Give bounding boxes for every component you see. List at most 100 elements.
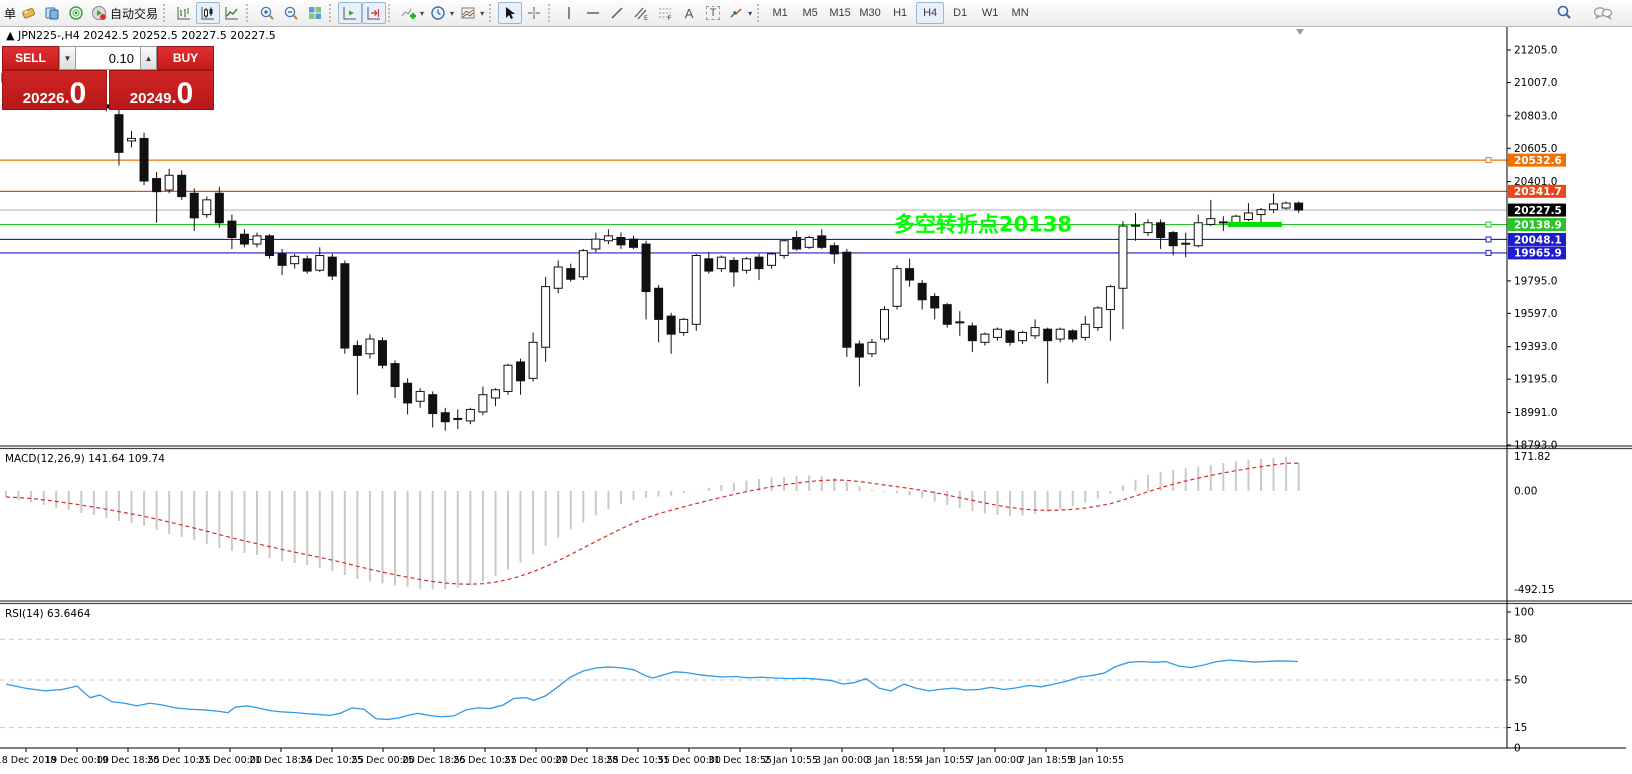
candle [804, 237, 814, 248]
candle [1281, 202, 1291, 209]
svg-text:20138.9: 20138.9 [1514, 219, 1562, 231]
chart-annotation-text[interactable]: 多空转折点20138 [894, 213, 1072, 237]
chart-line-icon[interactable] [220, 2, 244, 24]
candle [340, 263, 350, 349]
buy-price-display[interactable]: 20249. 0 [109, 70, 214, 110]
tf-M15[interactable]: M15 [829, 7, 851, 19]
fibonacci-tool-icon[interactable]: F [653, 2, 677, 24]
new-order-label[interactable]: 单 [4, 6, 17, 21]
text-tool-icon[interactable]: A [684, 5, 694, 21]
candle [265, 235, 275, 257]
svg-text:18793.0: 18793.0 [1514, 439, 1557, 451]
volume-increase-button[interactable]: ▲ [140, 46, 157, 70]
candle [1243, 212, 1253, 220]
vertical-line-tool-icon[interactable] [557, 2, 581, 24]
periods-caret-icon[interactable]: ▾ [450, 8, 455, 18]
time-label: 19 Dec 00:00 [45, 755, 109, 766]
candle [214, 192, 224, 224]
broadcast-icon[interactable] [64, 2, 88, 24]
macd-axis-label: 171.82 [1514, 451, 1551, 463]
rsi-axis-label: 15 [1514, 722, 1527, 734]
templates-caret-icon[interactable]: ▾ [480, 8, 485, 18]
candle [867, 341, 877, 355]
sell-button[interactable]: SELL [2, 46, 59, 70]
chart-shift-marker[interactable] [1296, 29, 1304, 35]
text-label-tool-icon[interactable]: T [701, 2, 725, 24]
candle [1269, 203, 1279, 211]
tf-M1[interactable]: M1 [772, 7, 788, 19]
search-icon[interactable] [1552, 2, 1576, 24]
arrows-tool-icon[interactable]: ▾ [725, 2, 755, 24]
candle [440, 412, 450, 423]
candle [854, 343, 864, 358]
order-tag-icon[interactable] [16, 2, 40, 24]
auto-scroll-icon[interactable] [338, 2, 363, 24]
svg-text:F: F [668, 14, 672, 21]
hline-handle-19965.9[interactable] [1485, 249, 1492, 256]
candle [252, 235, 262, 245]
time-label: 31 Dec 00:00 [657, 755, 721, 766]
rsi-label: RSI(14) 63.6464 [5, 608, 91, 620]
price-label-20048.1 [1508, 232, 1566, 246]
tf-M5[interactable]: M5 [802, 7, 818, 19]
candle [1231, 215, 1241, 224]
volume-decrease-button[interactable]: ▼ [59, 46, 76, 70]
candle [654, 287, 664, 320]
time-label: 21 Dec 18:55 [249, 755, 313, 766]
arrows-caret-icon[interactable]: ▾ [748, 8, 753, 18]
cursor-tool-icon[interactable] [498, 2, 523, 24]
macd-layer [5, 456, 1300, 590]
time-label: 24 Dec 10:55 [300, 755, 364, 766]
chart-shift-icon[interactable] [362, 2, 387, 24]
green-trend-segment[interactable] [1228, 221, 1282, 227]
candle [905, 268, 915, 281]
rsi-axis-label: 100 [1514, 607, 1534, 619]
hline-handle-20138.9[interactable] [1485, 221, 1492, 228]
chat-icon[interactable] [1590, 2, 1616, 24]
candle [1156, 222, 1166, 239]
templates-icon[interactable]: ▾ [457, 2, 487, 24]
chart-area[interactable]: 多空转折点20138 ▲ JPN225-,H4 20242.5 20252.5 2… [0, 27, 1632, 774]
buy-button[interactable]: BUY [157, 46, 214, 70]
hline-handle-20532.6[interactable] [1485, 157, 1492, 164]
tile-windows-icon[interactable] [303, 2, 327, 24]
tf-M30[interactable]: M30 [859, 7, 881, 19]
autotrading-button[interactable]: 自动交易 [88, 2, 161, 24]
candle [453, 417, 463, 420]
candle [403, 382, 413, 404]
indicators-add-icon[interactable]: ▾ [397, 2, 427, 24]
tf-H1[interactable]: H1 [893, 7, 908, 19]
periods-clock-icon[interactable]: ▾ [427, 2, 457, 24]
indicators-caret-icon[interactable]: ▾ [420, 8, 425, 18]
tf-MN[interactable]: MN [1011, 7, 1029, 19]
hline-handle-20048.1[interactable] [1485, 236, 1492, 243]
tf-W1[interactable]: W1 [981, 7, 999, 19]
chart-bars-icon[interactable] [172, 2, 196, 24]
candle [490, 389, 500, 399]
price-axis[interactable]: 21205.021007.020803.020605.020401.019795… [1507, 45, 1566, 755]
zoom-in-icon[interactable] [255, 2, 279, 24]
tf-D1[interactable]: D1 [953, 7, 968, 19]
horizontal-lines-layer[interactable] [0, 157, 1507, 256]
candle [290, 255, 300, 265]
candle [1018, 331, 1028, 342]
horizontal-line-tool-icon[interactable] [581, 2, 605, 24]
candle [603, 235, 613, 242]
tf-H4[interactable]: H4 [916, 2, 945, 24]
time-label: 7 Jan 18:55 [1019, 755, 1073, 766]
zoom-out-icon[interactable] [279, 2, 303, 24]
candle [1256, 209, 1266, 216]
trendline-tool-icon[interactable] [605, 2, 629, 24]
candle [591, 238, 601, 250]
profiles-icon[interactable] [40, 2, 64, 24]
crosshair-tool-icon[interactable] [522, 2, 546, 24]
candle [754, 256, 764, 270]
candle [428, 394, 438, 415]
chart-candles-icon[interactable] [196, 2, 221, 24]
sell-price-display[interactable]: 20226. 0 [2, 70, 107, 110]
channel-tool-icon[interactable]: E [629, 2, 653, 24]
volume-input[interactable] [76, 46, 140, 70]
candle [967, 325, 977, 342]
